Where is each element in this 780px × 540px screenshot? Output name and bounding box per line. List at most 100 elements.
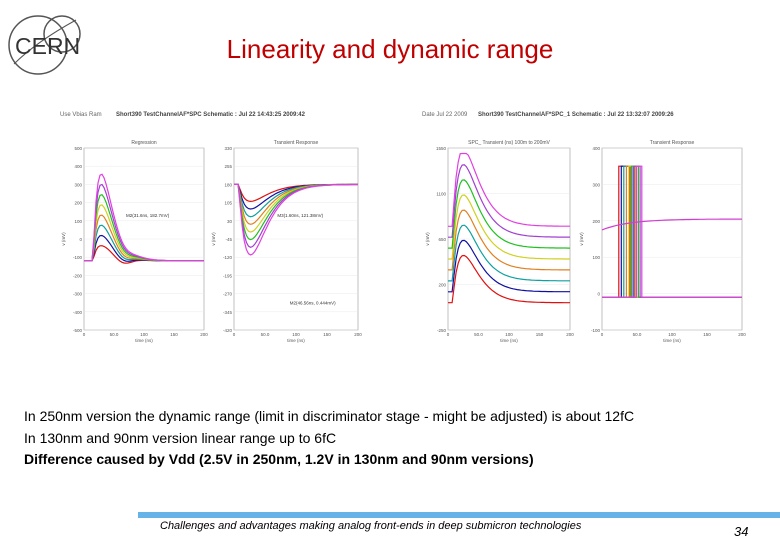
- x-tick-label: 150: [703, 332, 711, 337]
- y-tick-label: 30: [227, 219, 233, 224]
- x-tick-label: 100: [505, 332, 513, 337]
- y-tick-label: -300: [73, 292, 83, 297]
- y-tick-label: 255: [224, 164, 232, 169]
- x-tick-label: 200: [566, 332, 574, 337]
- y-tick-label: 300: [74, 182, 82, 187]
- signal-curve: [602, 165, 742, 298]
- x-tick-label: 0: [601, 332, 604, 337]
- x-tick-label: 0: [233, 332, 236, 337]
- signal-curve: [601, 218, 742, 231]
- page-number: 34: [734, 524, 749, 539]
- y-tick-label: -345: [223, 310, 233, 315]
- x-tick-label: 50.0: [474, 332, 483, 337]
- y-axis-label: v (mV): [61, 232, 66, 246]
- y-tick-label: -100: [73, 255, 83, 260]
- slide-title: Linearity and dynamic range: [226, 34, 554, 64]
- x-tick-label: 50.0: [633, 332, 642, 337]
- y-tick-label: 500: [74, 146, 82, 151]
- plot-title: Transient Response: [650, 140, 695, 146]
- signal-curve: [448, 209, 570, 271]
- x-tick-label: 150: [170, 332, 178, 337]
- y-tick-label: -100: [591, 328, 601, 333]
- body-line-2: In 130nm and 90nm version linear range u…: [24, 429, 337, 446]
- x-axis-label: time (ns): [135, 338, 153, 343]
- marker-annotation: M2(31.6ns, 182.7mV): [126, 213, 170, 218]
- y-tick-label: -45: [225, 237, 232, 242]
- x-tick-label: 200: [354, 332, 362, 337]
- screenshot-header-left: Use Vbias Ram: [60, 112, 102, 118]
- signal-curve: [448, 179, 570, 249]
- screenshot-header-title: Short390 TestChannelAF*SPC Schematic : J…: [116, 112, 305, 118]
- x-tick-label: 100: [668, 332, 676, 337]
- y-axis-label: v (mV): [211, 232, 216, 246]
- y-tick-label: 300: [592, 182, 600, 187]
- y-tick-label: -420: [223, 328, 233, 333]
- y-tick-label: -120: [223, 255, 233, 260]
- x-tick-label: 100: [292, 332, 300, 337]
- x-tick-label: 150: [323, 332, 331, 337]
- x-tick-label: 0: [83, 332, 86, 337]
- signal-curve: [448, 224, 570, 282]
- y-tick-label: -400: [73, 310, 83, 315]
- plot-title: SPC_ Transient (ns) 100m to 200mV: [468, 140, 550, 146]
- y-tick-label: 400: [74, 164, 82, 169]
- y-tick-label: 180: [224, 182, 232, 187]
- y-tick-label: 0: [79, 237, 82, 242]
- body-line-1: In 250nm version the dynamic range (limi…: [24, 408, 635, 424]
- y-tick-label: 200: [74, 201, 82, 206]
- signal-curve: [448, 254, 570, 304]
- y-tick-label: 105: [224, 201, 232, 206]
- plot-svg: SPC_ Transient (ns) 100m to 200mV -250 200…: [425, 140, 574, 343]
- marker-annotation: M3(1.60ns, 121.38mV): [277, 213, 323, 218]
- x-tick-label: 50.0: [110, 332, 119, 337]
- x-tick-label: 50.0: [261, 332, 270, 337]
- plot-svg: Regression -500 -400 -300 -200 -100 0 100 200 300…: [61, 140, 208, 343]
- signal-curve: [448, 194, 570, 260]
- x-axis-label: time (ns): [287, 338, 305, 343]
- y-tick-label: 400: [592, 146, 600, 151]
- y-tick-label: 1550: [436, 146, 447, 151]
- x-tick-label: 100: [140, 332, 148, 337]
- screenshot-header-left: Date Jul 22 2009: [422, 112, 468, 118]
- marker-annotation: M2(46.56ns, 0.444mV): [290, 301, 336, 306]
- signal-curve: [234, 183, 358, 256]
- y-tick-label: -250: [437, 328, 447, 333]
- footer-bar: [138, 512, 780, 518]
- x-axis-label: time (ns): [500, 338, 518, 343]
- y-tick-label: 100: [74, 219, 82, 224]
- body-line-3: Difference caused by Vdd (2.5V in 250nm,…: [24, 451, 534, 467]
- cern-logo-text: CERN: [15, 33, 80, 59]
- y-tick-label: 1100: [436, 192, 446, 197]
- y-axis-label: v (mV): [425, 232, 430, 246]
- signal-curve: [448, 152, 570, 227]
- y-tick-label: 100: [592, 255, 600, 260]
- y-tick-label: -195: [223, 273, 233, 278]
- screenshot-130nm: Date Jul 22 2009 Short390 TestChannelAF*…: [420, 110, 750, 348]
- screenshot-header-title: Short390 TestChannelAF*SPC_1 Schematic :…: [478, 112, 674, 118]
- footer-text: Challenges and advantages making analog …: [160, 520, 582, 532]
- signal-curve: [84, 173, 204, 262]
- x-tick-label: 0: [447, 332, 450, 337]
- x-tick-label: 150: [536, 332, 544, 337]
- y-tick-label: -500: [73, 328, 83, 333]
- y-axis-label: v (mV): [579, 232, 584, 246]
- slide-body: In 250nm version the dynamic range (limi…: [24, 406, 774, 471]
- x-tick-label: 200: [738, 332, 746, 337]
- plot-title: Regression: [131, 140, 157, 146]
- y-tick-label: -270: [223, 292, 233, 297]
- signal-curve: [448, 164, 570, 238]
- plot-title: Transient Response: [274, 140, 319, 146]
- plot-svg: Transient Response -420 -345 -270 -195 -120 -4…: [211, 140, 362, 343]
- cern-logo: CERN: [6, 12, 92, 78]
- x-tick-label: 200: [200, 332, 208, 337]
- y-tick-label: -200: [73, 273, 83, 278]
- screenshot-250nm: Use Vbias Ram Short390 TestChannelAF*SPC…: [58, 110, 368, 348]
- signal-curve: [448, 239, 570, 293]
- y-tick-label: 200: [592, 219, 600, 224]
- y-tick-label: 200: [438, 283, 446, 288]
- x-axis-label: time (ns): [663, 338, 681, 343]
- plot-frame: [601, 147, 743, 331]
- y-tick-label: 650: [438, 237, 446, 242]
- y-tick-label: 330: [224, 146, 232, 151]
